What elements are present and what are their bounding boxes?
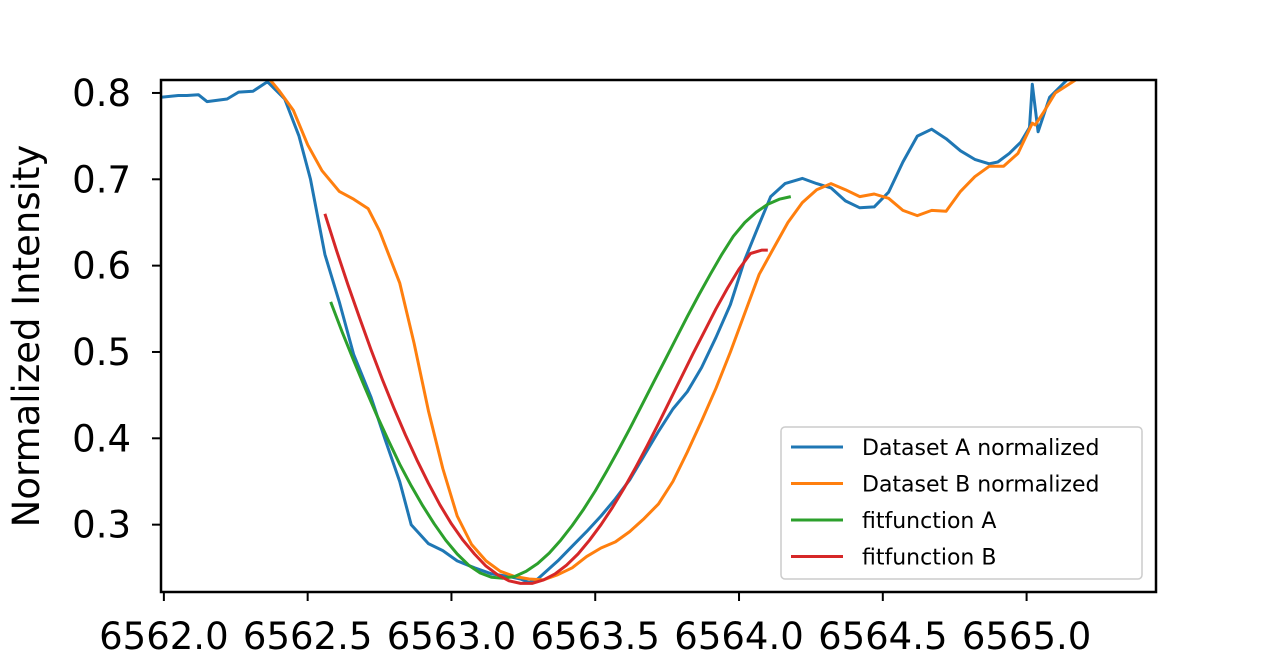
y-axis: 0.3 0.4 0.5 0.6 0.7 0.8 (72, 72, 161, 547)
series-line-3 (329, 195, 792, 580)
x-tick-label: 6562.5 (243, 615, 372, 658)
series-layer (161, 80, 1077, 585)
x-tick-label: 6562.0 (99, 615, 228, 658)
y-tick-label: 0.7 (72, 158, 131, 201)
x-tick-label: 6563.0 (387, 615, 516, 658)
y-tick-label: 0.3 (72, 504, 131, 547)
y-axis-title: Normalized Intensity (5, 145, 48, 528)
y-tick-label: 0.5 (72, 331, 131, 374)
legend-label-1: Dataset A normalized (862, 436, 1099, 461)
plot-frame (159, 78, 1158, 594)
series-line-2 (269, 80, 1077, 582)
legend-label-3: fitfunction A (862, 509, 996, 534)
series-line-4 (323, 213, 768, 585)
legend-label-4: fitfunction B (862, 546, 996, 571)
y-tick-label: 0.6 (72, 245, 131, 288)
y-tick-label: 0.4 (72, 417, 131, 460)
y-tick-label: 0.8 (72, 72, 131, 115)
x-tick-label: 6564.5 (818, 615, 947, 658)
x-tick-label: 6563.5 (530, 615, 659, 658)
legend-label-2: Dataset B normalized (862, 473, 1099, 498)
x-tick-label: 6564.0 (674, 615, 803, 658)
x-tick-label: 6565.0 (962, 615, 1091, 658)
x-axis: 6562.0 6562.5 6563.0 6563.5 6564.0 6564.5 6565… (99, 592, 1091, 658)
legend: Dataset A normalized Dataset B normalized… (780, 426, 1143, 580)
legend-box (780, 426, 1143, 580)
